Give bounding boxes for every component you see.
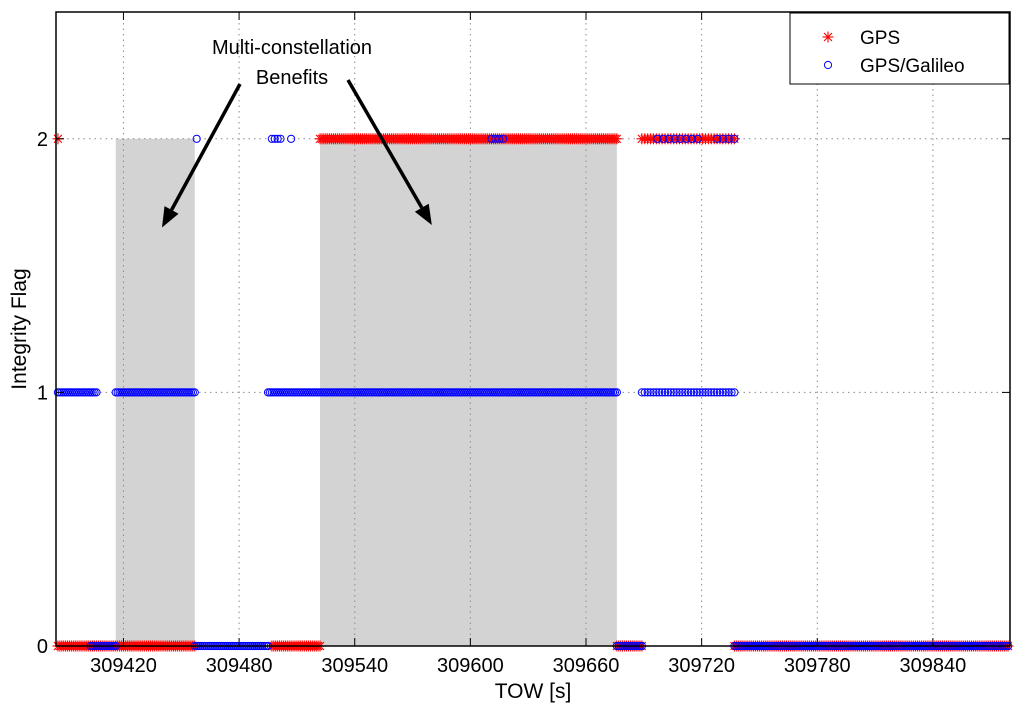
y-tick-label: 2: [37, 129, 48, 151]
x-tick-label: 309600: [437, 655, 504, 677]
annotation-line-2: Benefits: [256, 67, 328, 89]
data-point: [660, 388, 670, 397]
data-point: [724, 388, 733, 397]
x-tick-label: 309480: [206, 655, 273, 677]
legend-marker: [823, 60, 833, 70]
data-point: [695, 388, 704, 397]
data-point: [712, 388, 722, 397]
data-point: [687, 134, 697, 143]
data-point: [649, 388, 658, 397]
grid: [56, 12, 1010, 647]
data-point: [499, 134, 508, 143]
x-tick-label: 309780: [784, 655, 851, 677]
data-point: [652, 388, 661, 397]
data-point: [710, 388, 719, 397]
data-point: [270, 134, 279, 143]
annotation-arrow-2: [346, 79, 432, 226]
legend-gps-marker: [822, 31, 834, 43]
data-point: [672, 388, 681, 397]
legend-box: [789, 12, 1010, 85]
data-point: [663, 388, 673, 397]
data-point: [670, 134, 679, 143]
data-point: [686, 388, 696, 397]
data-point: [715, 388, 725, 397]
data-point: [658, 134, 668, 143]
data-point: [637, 388, 646, 397]
data-point: [669, 388, 678, 397]
data-point: [192, 134, 201, 143]
data-point: [692, 388, 701, 397]
data-point: [682, 134, 691, 143]
legend-marker: [822, 31, 834, 43]
y-axis-label: Integrity Flag: [8, 268, 31, 389]
data-point: [611, 133, 623, 145]
data-point: [664, 134, 673, 143]
y-tick-label: 1: [37, 382, 48, 404]
annotation: Multi-constellation Benefits: [162, 37, 432, 228]
data-point: [724, 134, 733, 143]
data-point: [612, 388, 621, 397]
data-point: [689, 388, 699, 397]
data-point: [718, 388, 727, 397]
legend-galileo-label: GPS/Galileo: [860, 56, 965, 77]
data-point: [287, 134, 296, 143]
x-tick-label: 309420: [90, 655, 157, 677]
data-point: [698, 388, 707, 397]
x-tick-label: 309660: [553, 655, 620, 677]
data-point: [190, 388, 199, 397]
annotation-line-1: Multi-constellation: [212, 37, 372, 59]
data-point: [495, 134, 504, 143]
x-tick-label: 309540: [321, 655, 388, 677]
data-point: [704, 388, 713, 397]
data-point: [727, 388, 736, 397]
data-point: [655, 388, 664, 397]
data-point: [721, 388, 730, 397]
legend-galileo-marker: [823, 60, 833, 70]
data-point: [273, 134, 282, 143]
data-point: [730, 388, 739, 397]
data-point: [684, 388, 693, 397]
axis-ticks: 309420 309480 309540 309600 309660 309720 3097…: [37, 12, 1010, 677]
annotation-arrow-1: [162, 83, 242, 228]
x-tick-label: 309840: [900, 655, 967, 677]
x-axis-label: TOW [s]: [495, 680, 572, 703]
y-tick-label: 0: [37, 636, 48, 658]
data-point: [643, 388, 652, 397]
data-point: [707, 388, 716, 397]
data-point: [730, 134, 739, 143]
data-point: [92, 388, 101, 397]
x-tick-label: 309720: [668, 655, 735, 677]
data-point: [487, 134, 496, 143]
plot-area: [55, 11, 1011, 647]
data-point: [693, 134, 702, 143]
legend-gps-label: GPS: [860, 28, 900, 49]
data-point: [675, 388, 684, 397]
data-point: [640, 388, 649, 397]
data-point: [681, 388, 690, 397]
legend: GPS GPS/Galileo: [789, 12, 1010, 85]
data-point: [646, 388, 655, 397]
data-point: [676, 134, 685, 143]
data-point: [712, 134, 722, 143]
data-point: [701, 388, 710, 397]
data-point: [666, 388, 675, 397]
data-point: [678, 388, 687, 397]
data-point: [653, 134, 662, 143]
data-point: [276, 134, 285, 143]
data-point: [658, 388, 667, 397]
data-point: [267, 134, 276, 143]
data-point: [718, 134, 727, 143]
data-point: [491, 134, 500, 143]
